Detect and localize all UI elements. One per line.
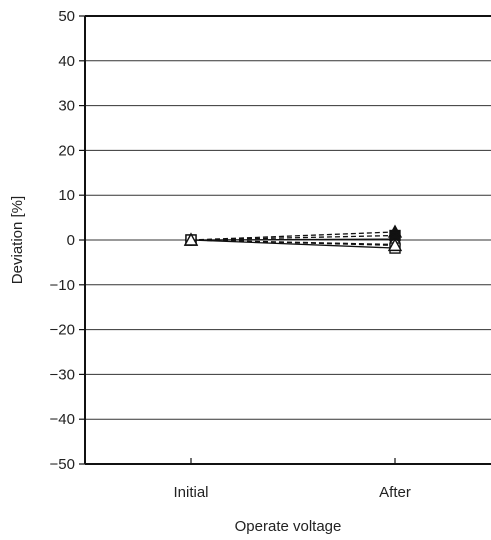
y-tick-label: 30 [58,98,75,115]
y-tick-label: −10 [50,277,75,294]
series-line [190,239,396,247]
y-tick-label: 40 [58,53,75,70]
x-axis-label: Operate voltage [235,518,342,535]
x-tick-label: Initial [173,484,208,501]
axes [79,15,491,465]
y-tick-label: 0 [67,232,75,249]
x-tick-labels: Initial After [173,484,410,501]
y-tick-label: 50 [58,8,75,25]
x-tick-label: After [379,484,411,501]
y-tick-label: −50 [50,456,75,473]
series-6 [183,232,403,252]
series-line [190,238,396,241]
data-series [183,224,403,254]
y-tick-label: −40 [50,411,75,428]
y-tick-label: −20 [50,322,75,339]
y-tick-labels: 50 40 30 20 10 0 −10 −20 −30 −40 −50 [50,8,75,473]
data-point-triangle [387,237,403,252]
data-point-triangle [183,232,199,246]
series-line [190,239,396,249]
y-tick-label: 10 [58,187,75,204]
y-tick-label: −30 [50,366,75,383]
y-tick-label: 20 [58,142,75,159]
y-axis-label: Deviation [%] [9,196,26,284]
